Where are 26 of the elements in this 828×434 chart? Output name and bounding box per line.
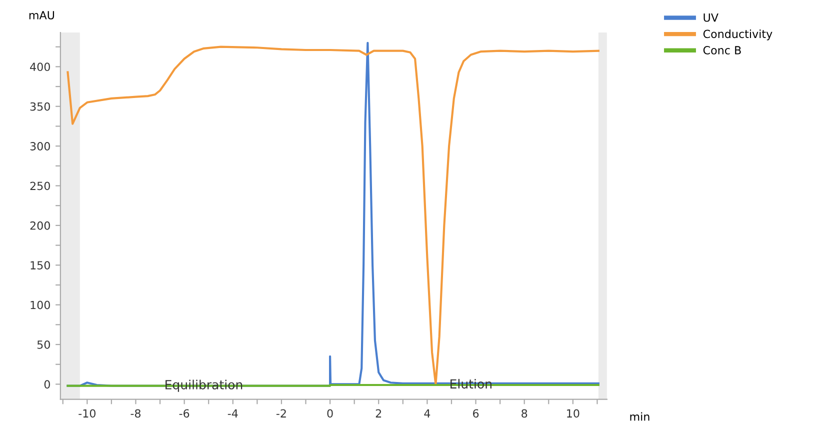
y-tick-label: 400 bbox=[30, 62, 50, 72]
x-tick-label: 4 bbox=[424, 409, 430, 418]
x-tick-label: 6 bbox=[473, 409, 479, 418]
x-tick-label: -4 bbox=[228, 409, 238, 418]
x-tick-label: 10 bbox=[567, 409, 580, 418]
x-tick-label: -8 bbox=[130, 409, 141, 418]
y-tick-label: 150 bbox=[30, 261, 50, 270]
x-tick-label: -2 bbox=[276, 409, 286, 418]
annotation: Elution bbox=[450, 378, 492, 389]
x-tick-label: -6 bbox=[179, 409, 190, 418]
legend-label: UV bbox=[704, 14, 718, 22]
y-tick-label: 0 bbox=[44, 380, 50, 389]
x-tick-label: 8 bbox=[522, 409, 528, 418]
x-tick-label: 0 bbox=[327, 409, 333, 418]
y-tick-label: 250 bbox=[30, 182, 50, 190]
legend-label: Conductivity bbox=[703, 30, 772, 40]
x-axis-title: min bbox=[630, 412, 650, 421]
x-tick-label: -10 bbox=[78, 409, 96, 418]
y-tick-label: 350 bbox=[30, 102, 50, 111]
legend-label: Conc B bbox=[703, 46, 741, 54]
y-tick-label: 300 bbox=[30, 142, 50, 150]
x-tick-label: 2 bbox=[376, 409, 382, 418]
y-tick-label: 200 bbox=[30, 221, 50, 230]
y-tick-label: 100 bbox=[30, 300, 50, 310]
y-axis-title: mAU bbox=[29, 11, 54, 20]
y-tick-label: 50 bbox=[37, 340, 50, 349]
